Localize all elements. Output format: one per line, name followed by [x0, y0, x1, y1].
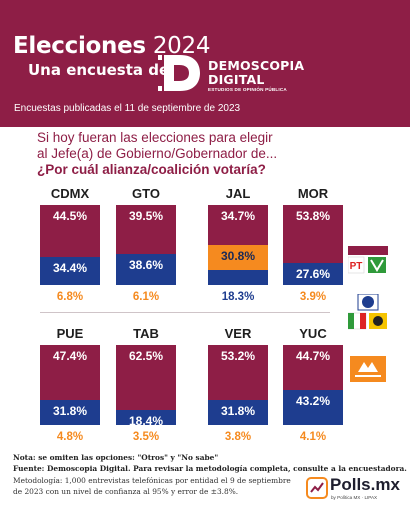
data-label-pri_pan_prd: 18.4% [128, 414, 164, 428]
data-label-pri_pan_prd: 38.6% [128, 258, 164, 272]
data-label-pri_pan_prd: 18.3% [221, 291, 255, 303]
row-divider [40, 312, 330, 313]
data-label-mc: 3.9% [299, 291, 327, 303]
bar-segment-pri_pan_prd [208, 270, 268, 285]
legend-movimiento-ciudadano-icon [350, 356, 386, 387]
bar-segment-morena [208, 205, 268, 245]
data-label-mc: 6.8% [56, 291, 84, 303]
state-label: JAL [225, 186, 251, 201]
publication-date: Encuestas publicadas el 11 de septiembre… [14, 103, 241, 114]
page-title: Elecciones 2024 [13, 33, 211, 59]
data-label-morena: 47.4% [52, 349, 88, 363]
bar-segment-morena [283, 205, 343, 263]
state-label: YUC [299, 326, 327, 341]
bar-segment-pri_pan_prd [283, 263, 343, 285]
state-label: CDMX [50, 186, 90, 201]
data-label-mc: 30.8% [220, 249, 256, 263]
question-line-1: Si hoy fueran las elecciones para elegir [37, 130, 273, 145]
bar-segment-pri_pan_prd [116, 254, 176, 285]
data-label-mc: 6.1% [132, 291, 160, 303]
methodology-line-2: de 2023 con un nivel de confianza al 95%… [13, 487, 239, 496]
bar-segment-morena [208, 345, 268, 400]
data-label-pri_pan_prd: 31.8% [52, 404, 88, 418]
state-label: MOR [297, 186, 329, 201]
legend-pan-pri-prd-icon [347, 293, 388, 335]
state-label: VER [224, 326, 252, 341]
bar-segment-morena [40, 205, 100, 257]
footnote: Nota: se omiten las opciones: "Otros" y … [13, 453, 219, 462]
data-label-morena: 39.5% [128, 209, 164, 223]
data-label-pri_pan_prd: 31.8% [220, 404, 256, 418]
data-label-morena: 53.2% [220, 349, 256, 363]
legend-pt-morena-verde-icon: PT [347, 244, 388, 279]
bar-segment-pri_pan_prd [208, 400, 268, 425]
question-line-2: al Jefe(a) de Gobierno/Gobernador de... [37, 146, 278, 161]
bar-segment-morena [283, 345, 343, 390]
data-label-morena: 44.5% [52, 209, 88, 223]
question-line-3: ¿Por cuál alianza/coalición votaría? [37, 162, 266, 177]
bar-segment-morena [40, 345, 100, 400]
svg-text:PT: PT [350, 261, 363, 272]
stacked-bar: 47.4% 31.8% [40, 345, 100, 425]
bar-segment-pri_pan_prd [40, 400, 100, 425]
stacked-bar: 34.7% 30.8% [208, 205, 268, 285]
data-label-pri_pan_prd: 43.2% [295, 394, 331, 408]
stacked-bar: 44.5% 34.4% [40, 205, 100, 285]
logo-text-line2: DIGITAL [208, 72, 265, 87]
state-label: GTO [132, 186, 160, 201]
logo-tagline: ESTUDIOS DE OPINIÓN PÚBLICA [208, 87, 287, 92]
stacked-bar: 39.5% 38.6% [116, 205, 176, 285]
stacked-bar: 44.7% 43.2% [283, 345, 343, 425]
polls-mx-brand: Polls.mx [330, 475, 400, 494]
data-label-morena: 44.7% [295, 349, 331, 363]
stacked-bar: 53.2% 31.8% [208, 345, 268, 425]
polls-mx-sub: by Política MX · LIPAX [331, 495, 378, 500]
stacked-bar: 62.5% 18.4% [116, 345, 176, 428]
state-label: TAB [133, 326, 159, 341]
data-label-pri_pan_prd: 34.4% [52, 261, 88, 275]
bar-segment-pri_pan_prd [116, 410, 176, 425]
bar-segment-morena [116, 205, 176, 254]
data-label-mc: 4.1% [299, 431, 327, 443]
data-label-pri_pan_prd: 27.6% [295, 267, 331, 281]
stacked-bar: 53.8% 27.6% [283, 205, 343, 285]
bar-segment-mc [208, 245, 268, 270]
bar-segment-pri_pan_prd [40, 257, 100, 285]
bar-segment-pri_pan_prd [283, 390, 343, 425]
data-label-morena: 53.8% [295, 209, 331, 223]
methodology-line-1: Metodología: 1,000 entrevistas telefónic… [13, 476, 291, 485]
data-label-mc: 3.8% [224, 431, 252, 443]
demoscopia-logo-icon [158, 55, 200, 91]
data-label-morena: 34.7% [220, 209, 256, 223]
state-label: PUE [56, 326, 84, 341]
survey-by-label: Una encuesta de: [28, 61, 176, 79]
data-label-mc: 4.8% [56, 431, 84, 443]
header-banner: Elecciones 2024 Una encuesta de: DEMOSCO… [0, 0, 410, 127]
survey-question: Si hoy fueran las elecciones para elegir… [37, 130, 397, 178]
data-label-morena: 62.5% [128, 349, 164, 363]
source-text: Fuente: Demoscopia Digital. Para revisar… [13, 464, 407, 473]
polls-mx-logo-icon [306, 477, 328, 499]
bar-segment-morena [116, 345, 176, 410]
data-label-mc: 3.5% [132, 431, 160, 443]
logo-text-line1: DEMOSCOPIA [208, 58, 305, 73]
